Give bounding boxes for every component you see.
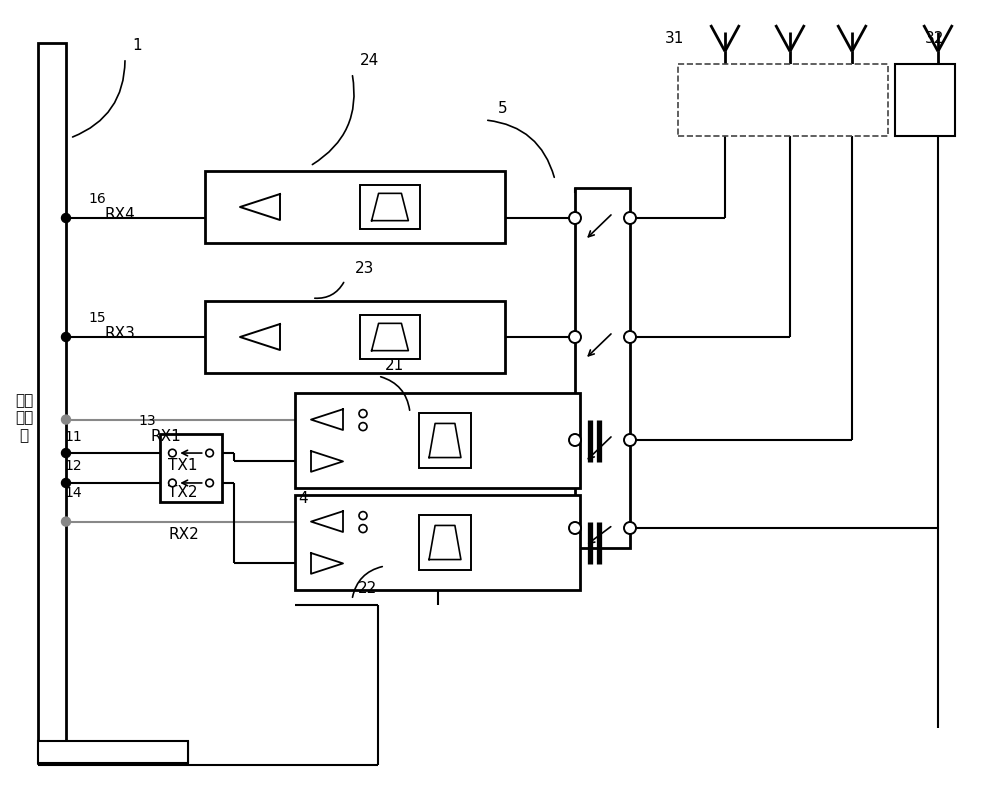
- Text: 21: 21: [385, 358, 404, 373]
- Text: 24: 24: [360, 53, 379, 68]
- Circle shape: [169, 479, 176, 487]
- Bar: [360, 315, 420, 359]
- Circle shape: [624, 522, 636, 534]
- Text: 22: 22: [358, 581, 377, 596]
- Text: 5: 5: [498, 101, 508, 116]
- Circle shape: [62, 333, 70, 342]
- Circle shape: [569, 331, 581, 343]
- Text: 12: 12: [64, 459, 82, 473]
- Text: 13: 13: [138, 414, 156, 428]
- Text: 23: 23: [355, 261, 374, 276]
- Bar: [295, 495, 580, 590]
- Text: 15: 15: [88, 311, 106, 325]
- Text: RX1: RX1: [150, 429, 181, 444]
- Bar: [38, 741, 188, 763]
- Circle shape: [569, 212, 581, 224]
- Circle shape: [569, 522, 581, 534]
- Circle shape: [62, 448, 70, 457]
- Circle shape: [62, 214, 70, 223]
- Circle shape: [359, 409, 367, 417]
- Circle shape: [62, 517, 70, 526]
- Circle shape: [569, 434, 581, 446]
- Circle shape: [62, 479, 70, 488]
- Bar: [205, 171, 505, 243]
- Text: TX2: TX2: [168, 485, 198, 500]
- Bar: [419, 413, 471, 468]
- Text: TX1: TX1: [168, 458, 198, 473]
- Circle shape: [359, 524, 367, 532]
- Circle shape: [624, 434, 636, 446]
- Circle shape: [624, 212, 636, 224]
- Circle shape: [359, 512, 367, 519]
- Bar: [419, 515, 471, 570]
- Bar: [678, 64, 888, 136]
- Bar: [295, 393, 580, 488]
- Text: 14: 14: [64, 486, 82, 500]
- Circle shape: [169, 449, 176, 456]
- Bar: [205, 301, 505, 373]
- Bar: [575, 188, 630, 548]
- Bar: [160, 434, 222, 502]
- Text: 11: 11: [64, 430, 82, 444]
- Text: 4: 4: [298, 491, 308, 506]
- Text: 16: 16: [88, 192, 106, 206]
- Bar: [360, 185, 420, 229]
- Text: RX4: RX4: [105, 207, 136, 222]
- Bar: [895, 64, 955, 136]
- Text: 1: 1: [132, 38, 142, 53]
- Text: 32: 32: [925, 31, 944, 46]
- Circle shape: [359, 423, 367, 431]
- Text: RX3: RX3: [105, 326, 136, 341]
- Circle shape: [206, 449, 213, 456]
- Text: RX2: RX2: [168, 527, 199, 542]
- Circle shape: [62, 415, 70, 424]
- Text: 31: 31: [665, 31, 684, 46]
- Bar: [38, 43, 66, 763]
- Circle shape: [624, 331, 636, 343]
- Text: 射频
收发
器: 射频 收发 器: [15, 393, 33, 443]
- Circle shape: [206, 479, 213, 487]
